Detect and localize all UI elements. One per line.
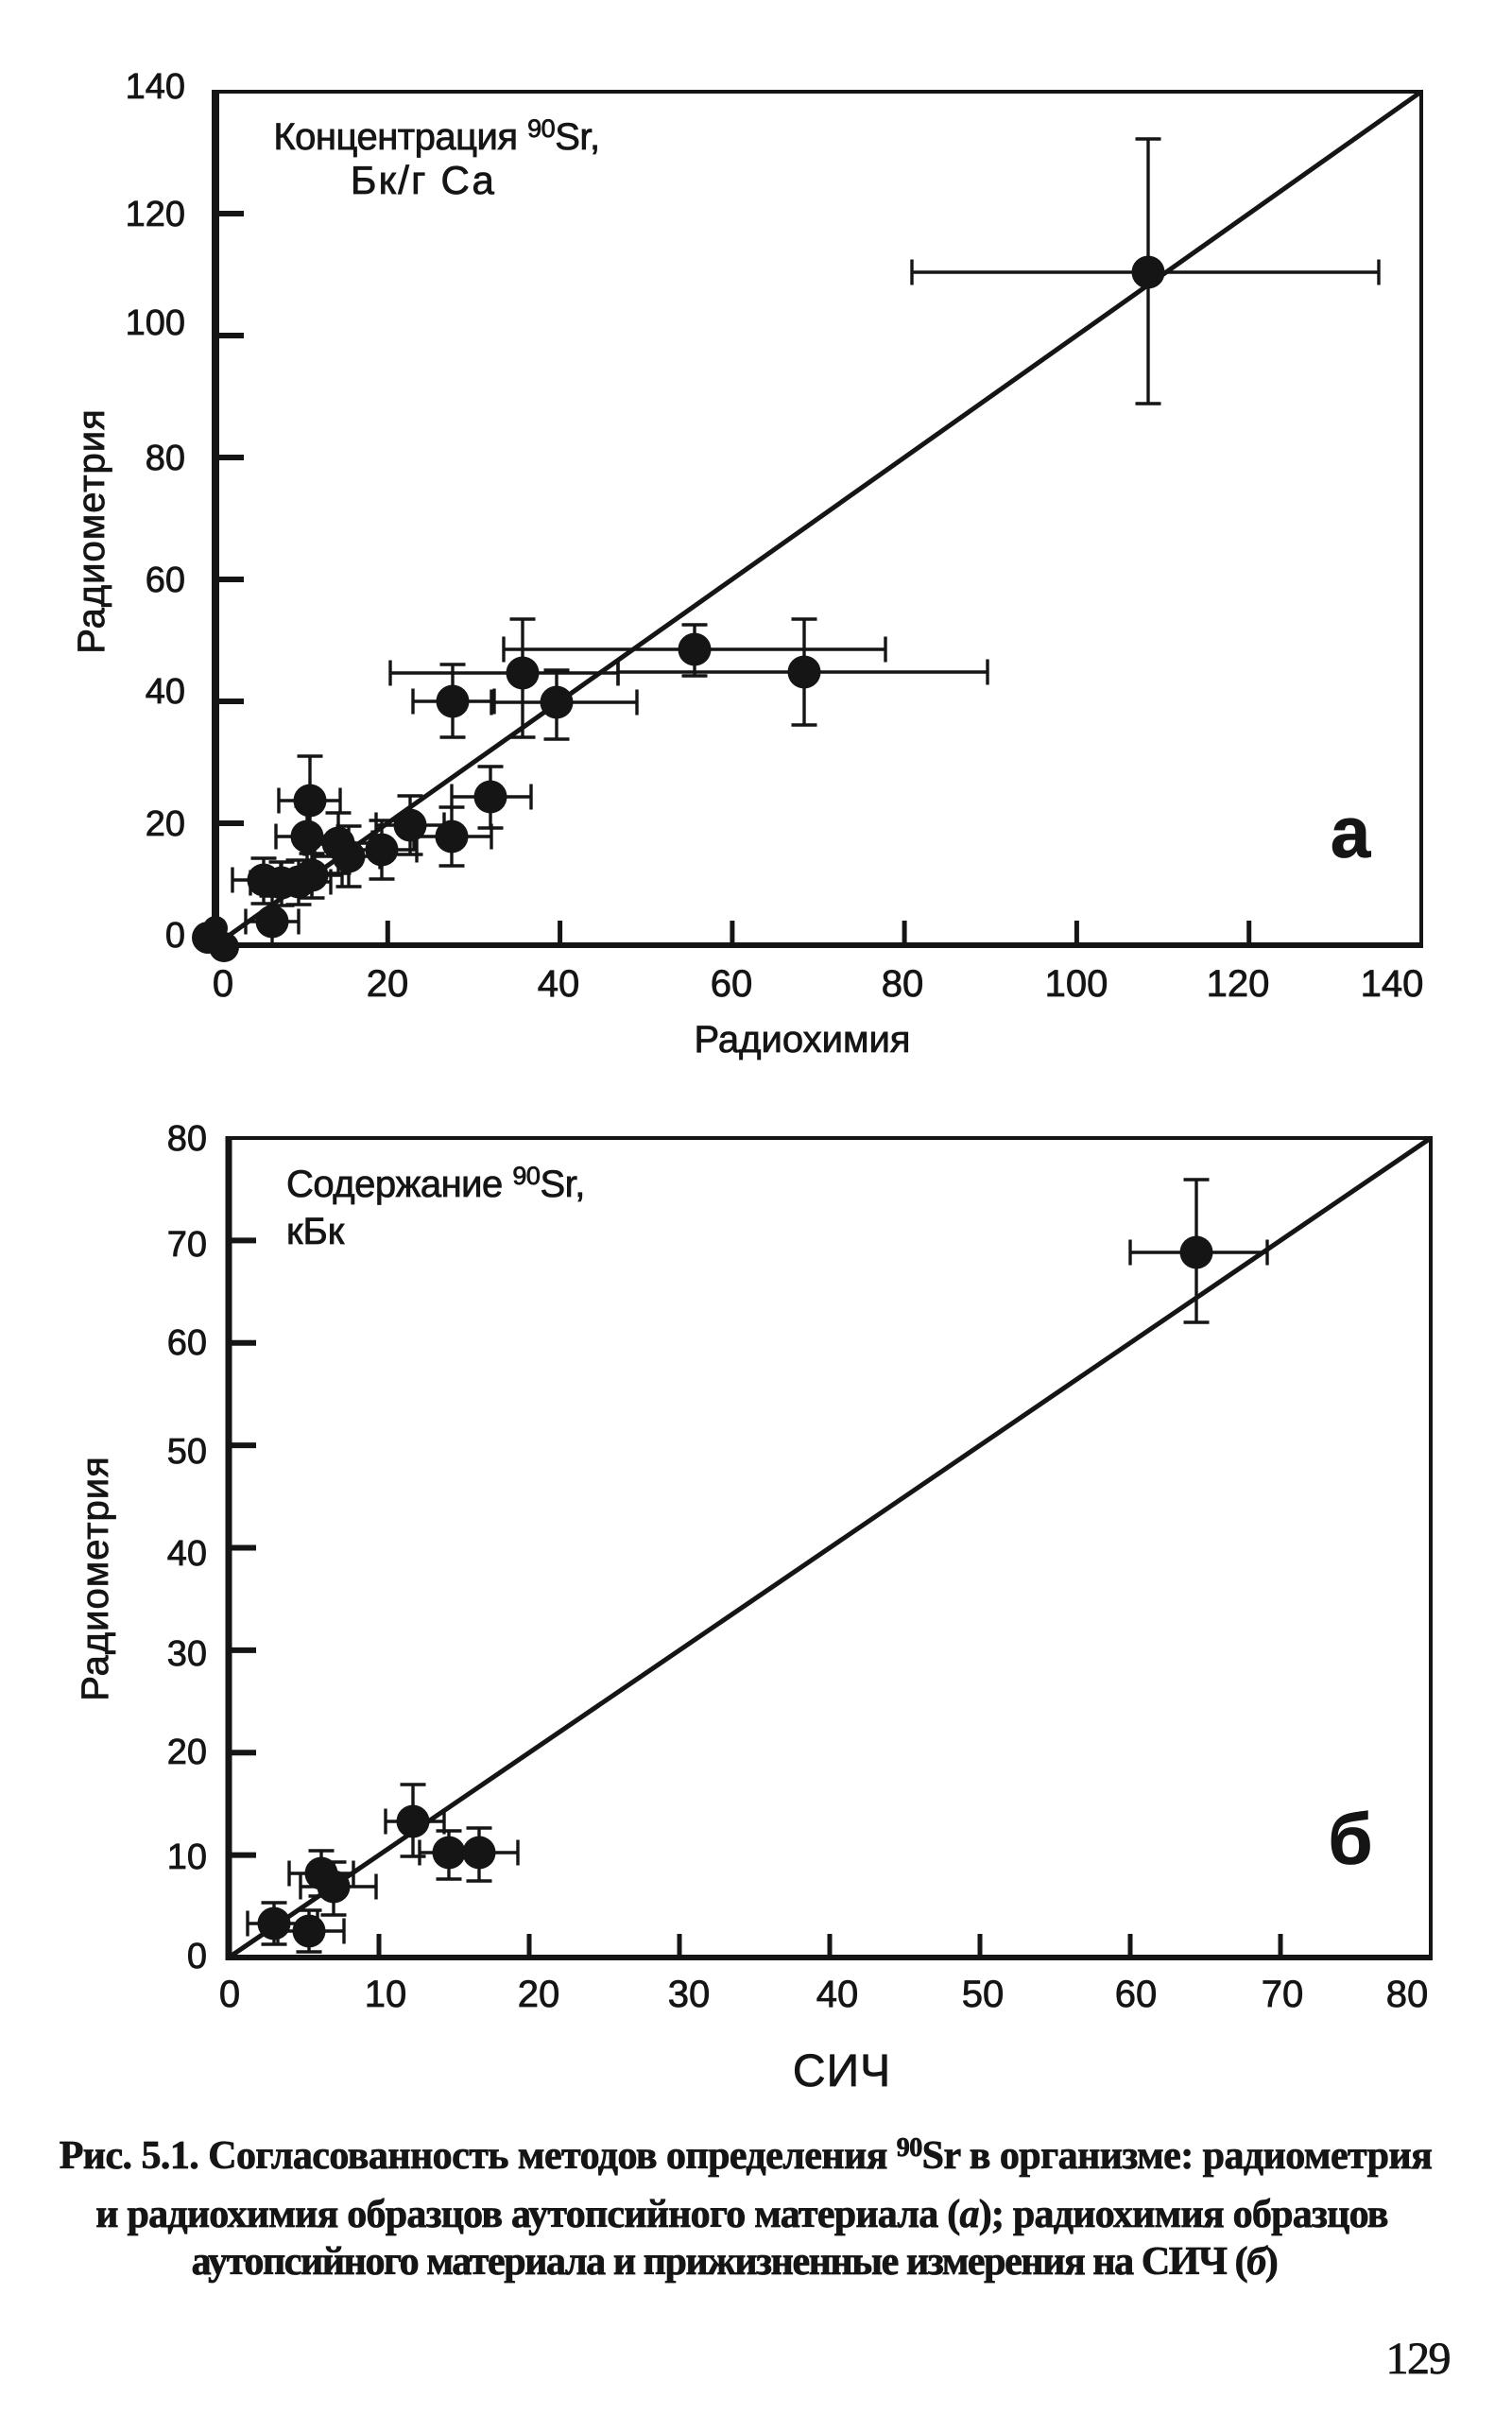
svg-text:40: 40 <box>146 672 185 712</box>
svg-text:0: 0 <box>165 916 185 956</box>
svg-text:70: 70 <box>167 1225 207 1265</box>
svg-text:100: 100 <box>126 303 185 343</box>
svg-text:60: 60 <box>711 963 753 1005</box>
svg-text:30: 30 <box>167 1634 207 1674</box>
svg-text:и радиохимия образцов аутопсий: и радиохимия образцов аутопсийного матер… <box>95 2193 1388 2236</box>
svg-text:140: 140 <box>1361 963 1424 1005</box>
svg-text:б: б <box>1329 1800 1373 1880</box>
svg-text:50: 50 <box>167 1432 207 1472</box>
svg-text:0: 0 <box>213 963 233 1005</box>
svg-text:120: 120 <box>126 195 185 234</box>
svg-text:140: 140 <box>126 67 185 107</box>
svg-text:80: 80 <box>167 1119 207 1159</box>
svg-text:аутопсийного материала и прижи: аутопсийного материала и прижизненные из… <box>192 2240 1278 2284</box>
svg-text:70: 70 <box>1262 1974 1304 2015</box>
svg-text:Рис. 5.1. Согласованность мето: Рис. 5.1. Согласованность методов опреде… <box>60 2133 1433 2178</box>
svg-text:40: 40 <box>538 963 580 1005</box>
svg-text:СИЧ: СИЧ <box>793 2046 891 2096</box>
svg-text:50: 50 <box>962 1974 1005 2015</box>
svg-text:20: 20 <box>167 1733 207 1772</box>
svg-text:кБк: кБк <box>286 1211 345 1252</box>
svg-text:10: 10 <box>167 1837 207 1877</box>
svg-text:20: 20 <box>518 1974 560 2015</box>
svg-text:20: 20 <box>367 963 409 1005</box>
svg-text:Концентрация 90Sr,: Концентрация 90Sr, <box>273 114 599 158</box>
svg-text:Содержание 90Sr,: Содержание 90Sr, <box>286 1162 585 1205</box>
svg-text:40: 40 <box>816 1974 859 2015</box>
svg-text:80: 80 <box>882 963 924 1005</box>
svg-text:10: 10 <box>365 1974 407 2015</box>
svg-text:100: 100 <box>1045 963 1108 1005</box>
svg-text:60: 60 <box>1115 1974 1158 2015</box>
svg-text:0: 0 <box>187 1937 207 1976</box>
svg-text:80: 80 <box>146 439 185 478</box>
svg-text:120: 120 <box>1207 963 1270 1005</box>
svg-text:20: 20 <box>146 804 185 844</box>
svg-text:Радиохимия: Радиохимия <box>695 1019 911 1061</box>
svg-text:129: 129 <box>1386 2334 1451 2384</box>
svg-text:60: 60 <box>146 561 185 600</box>
svg-text:Радиометрия: Радиометрия <box>75 1456 116 1701</box>
svg-text:80: 80 <box>1386 1974 1429 2015</box>
svg-text:Радиометрия: Радиометрия <box>71 408 112 654</box>
svg-text:а: а <box>1331 793 1371 873</box>
svg-text:60: 60 <box>167 1323 207 1363</box>
svg-text:40: 40 <box>167 1534 207 1574</box>
svg-text:0: 0 <box>219 1974 240 2015</box>
svg-text:Бк/г Са: Бк/г Са <box>351 158 496 202</box>
svg-text:30: 30 <box>668 1974 711 2015</box>
